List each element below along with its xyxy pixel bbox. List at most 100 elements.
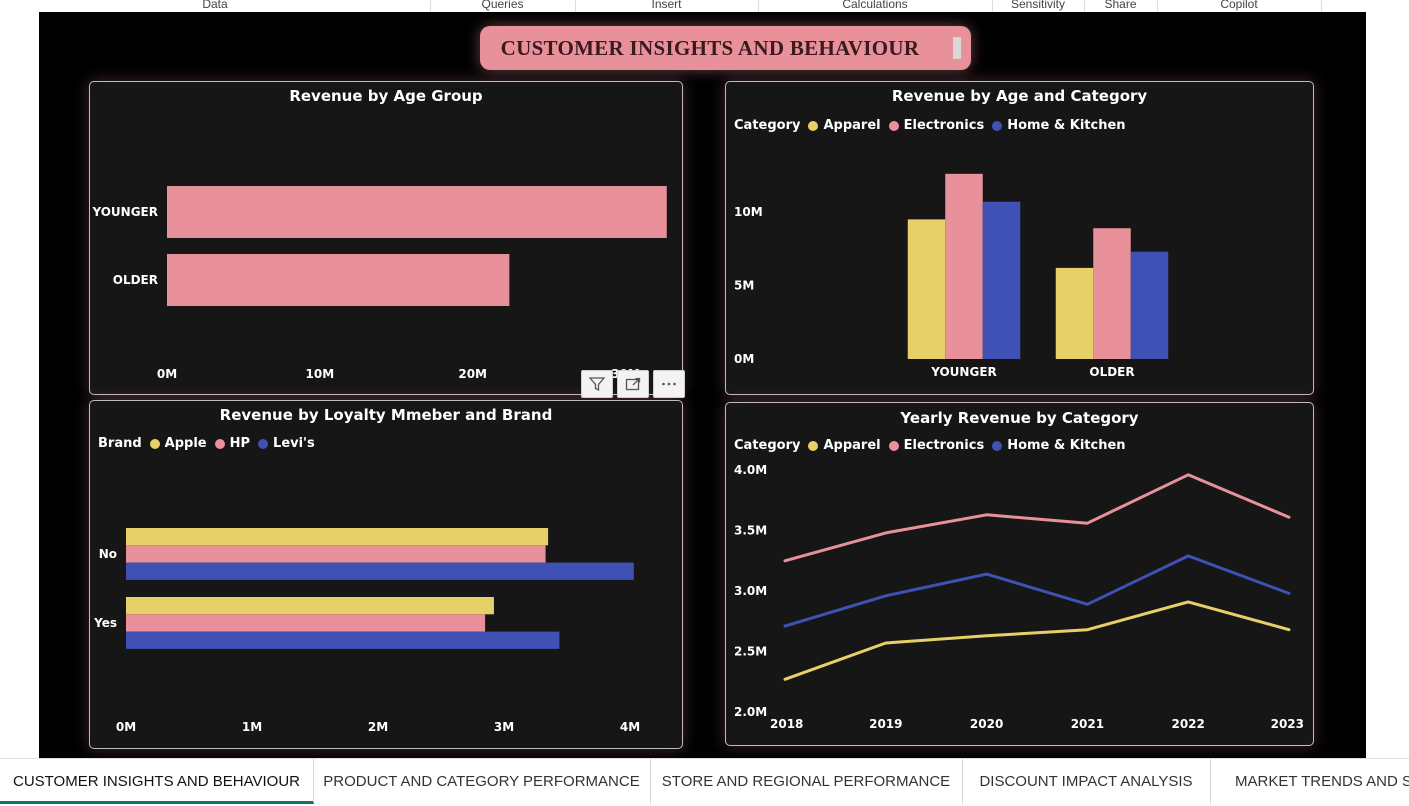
- ribbon-strip: Data Queries Insert Calculations Sensiti…: [0, 0, 1409, 12]
- legend-title: Brand: [98, 436, 142, 451]
- chart-title: Revenue by Loyalty Mmeber and Brand: [219, 406, 553, 424]
- legend-title: Category: [734, 438, 801, 453]
- bar-older-apparel: [1055, 267, 1094, 359]
- loyalty-brand-bar-chart: No Yes 0M 1M 2M 3M 4M: [93, 528, 640, 734]
- tab-customer-insights[interactable]: CUSTOMER INSIGHTS AND BEHAVIOUR: [0, 759, 314, 804]
- bar-no-apple: [126, 528, 549, 546]
- x-tick-label: 0M: [116, 720, 136, 734]
- legend-item-apple[interactable]: Apple: [164, 436, 207, 451]
- chart-yearly-revenue-by-category[interactable]: Yearly Revenue by Category Category Appa…: [725, 402, 1314, 746]
- bar-no-hp: [126, 545, 546, 563]
- focus-mode-icon[interactable]: [617, 370, 649, 398]
- bar-younger-apparel: [907, 219, 946, 359]
- line-electronics: [783, 473, 1291, 563]
- legend-item-electronics[interactable]: Electronics: [903, 438, 985, 453]
- bar-older-electronics: [1093, 228, 1131, 359]
- age-category-column-chart: YOUNGER OLDER 0M 5M 10M: [734, 173, 1169, 379]
- bar-younger: [167, 186, 667, 238]
- y-tick-label: 2.0M: [734, 705, 767, 719]
- chart-revenue-by-age-group[interactable]: Revenue by Age Group YOUNGER OLDER 0M 10M 20…: [89, 81, 683, 395]
- yearly-line-chart: 2018 2019 2020 2021 2022 2023 2.0M 2.5M 3.0M 3.5M…: [734, 463, 1304, 731]
- report-title-banner[interactable]: CUSTOMER INSIGHTS AND BEHAVIOUR: [480, 26, 971, 70]
- y-tick-label: OLDER: [113, 273, 158, 287]
- legend-item-home-kitchen[interactable]: Home & Kitchen: [1007, 118, 1126, 133]
- x-tick-label: 2018: [770, 717, 803, 731]
- x-tick-label: OLDER: [1089, 365, 1134, 379]
- text-cursor: [953, 37, 961, 59]
- chart-legend: Category Apparel Electronics Home & Kitc…: [734, 118, 1126, 133]
- bar-yes-hp: [126, 614, 486, 632]
- legend-item-home-kitchen[interactable]: Home & Kitchen: [1007, 438, 1126, 453]
- legend-swatch-electronics: [888, 440, 899, 451]
- age-group-bar-chart: YOUNGEROLDER0M10M20M30M: [91, 186, 667, 381]
- legend-swatch-apparel: [808, 440, 819, 451]
- x-tick-label: YOUNGER: [930, 365, 997, 379]
- ribbon-item-queries[interactable]: Queries: [430, 0, 576, 12]
- y-tick-label: YOUNGER: [91, 205, 158, 219]
- ribbon-item-data[interactable]: Data: [0, 0, 431, 12]
- y-tick-label: 3.5M: [734, 524, 767, 538]
- ribbon-item-share[interactable]: Share: [1084, 0, 1158, 12]
- bar-older: [167, 254, 510, 306]
- legend-item-levis[interactable]: Levi's: [273, 436, 315, 451]
- y-tick-label: 4.0M: [734, 463, 767, 477]
- ribbon-item-calculations[interactable]: Calculations: [758, 0, 993, 12]
- legend-swatch-electronics: [888, 120, 899, 131]
- bar-younger-home-kitchen: [982, 201, 1021, 359]
- tab-store-regional[interactable]: STORE AND REGIONAL PERFORMANCE: [650, 759, 963, 804]
- x-tick-label: 10M: [306, 367, 335, 381]
- bar-older-home-kitchen: [1130, 251, 1169, 359]
- legend-item-hp[interactable]: HP: [229, 436, 251, 451]
- y-tick-label: No: [99, 547, 117, 561]
- x-tick-label: 20M: [458, 367, 487, 381]
- x-tick-label: 3M: [494, 720, 514, 734]
- bar-younger-electronics: [945, 173, 983, 359]
- legend-item-apparel[interactable]: Apparel: [823, 438, 881, 453]
- page-tabs: CUSTOMER INSIGHTS AND BEHAVIOUR PRODUCT …: [0, 758, 1409, 806]
- x-tick-label: 2023: [1271, 717, 1304, 731]
- x-tick-label: 2020: [970, 717, 1003, 731]
- ribbon-item-copilot[interactable]: Copilot: [1157, 0, 1322, 12]
- chart-legend: Brand Apple HP Levi's: [98, 436, 315, 451]
- tab-product-category[interactable]: PRODUCT AND CATEGORY PERFORMANCE: [313, 759, 651, 804]
- ribbon-item-sensitivity[interactable]: Sensitivity: [992, 0, 1085, 12]
- chart-legend: Category Apparel Electronics Home & Kitc…: [734, 438, 1126, 453]
- y-tick-label: Yes: [93, 616, 117, 630]
- legend-swatch-hp: [214, 438, 225, 449]
- legend-item-electronics[interactable]: Electronics: [903, 118, 985, 133]
- x-tick-label: 1M: [242, 720, 262, 734]
- tab-discount-impact[interactable]: DISCOUNT IMPACT ANALYSIS: [962, 759, 1211, 804]
- report-title: CUSTOMER INSIGHTS AND BEHAVIOUR: [500, 36, 920, 60]
- visual-header-toolbar: [581, 370, 685, 398]
- x-tick-label: 0M: [157, 367, 177, 381]
- y-tick-label: 10M: [734, 205, 763, 219]
- legend-swatch-home-kitchen: [992, 440, 1003, 451]
- chart-title: Revenue by Age and Category: [891, 87, 1148, 105]
- legend-swatch-levis: [258, 438, 269, 449]
- x-tick-label: 2022: [1171, 717, 1204, 731]
- ribbon-item-insert[interactable]: Insert: [575, 0, 759, 12]
- legend-title: Category: [734, 118, 801, 133]
- legend-item-apparel[interactable]: Apparel: [823, 118, 881, 133]
- chart-revenue-by-loyalty-and-brand[interactable]: Revenue by Loyalty Mmeber and Brand Bran…: [89, 400, 683, 749]
- y-tick-label: 2.5M: [734, 645, 767, 659]
- x-tick-label: 2019: [869, 717, 902, 731]
- line-home-kitchen: [783, 554, 1291, 628]
- y-tick-label: 3.0M: [734, 584, 767, 598]
- x-tick-label: 2021: [1071, 717, 1104, 731]
- legend-swatch-home-kitchen: [992, 120, 1003, 131]
- y-tick-label: 0M: [734, 352, 754, 366]
- x-tick-label: 2M: [368, 720, 388, 734]
- bar-yes-apple: [126, 597, 494, 615]
- tab-market-trends[interactable]: MARKET TRENDS AND SEASONALITY: [1210, 759, 1409, 804]
- filter-icon[interactable]: [581, 370, 613, 398]
- legend-swatch-apparel: [808, 120, 819, 131]
- legend-swatch-apple: [149, 438, 160, 449]
- more-options-icon[interactable]: [653, 370, 685, 398]
- y-tick-label: 5M: [734, 279, 754, 293]
- chart-title: Revenue by Age Group: [289, 87, 483, 105]
- chart-revenue-by-age-and-category[interactable]: Revenue by Age and Category Category App…: [725, 81, 1314, 395]
- chart-title: Yearly Revenue by Category: [900, 409, 1139, 427]
- bar-no-levi-s: [126, 562, 634, 580]
- bar-yes-levi-s: [126, 631, 560, 649]
